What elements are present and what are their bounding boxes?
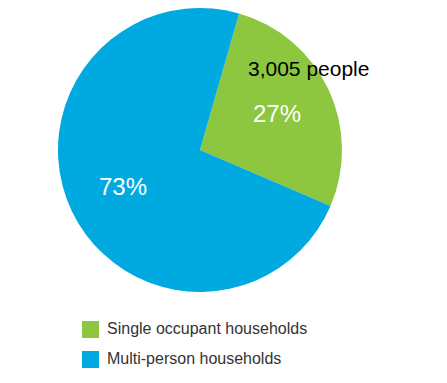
html-text:3,005 people: 3,005 people bbox=[248, 57, 370, 80]
svg-text:27%: 27% bbox=[253, 100, 301, 127]
svg-text:73%: 73% bbox=[99, 173, 147, 200]
html-text:Multi-person households: Multi-person households bbox=[107, 350, 282, 367]
html-text:Single occupant households: Single occupant households bbox=[107, 320, 308, 337]
